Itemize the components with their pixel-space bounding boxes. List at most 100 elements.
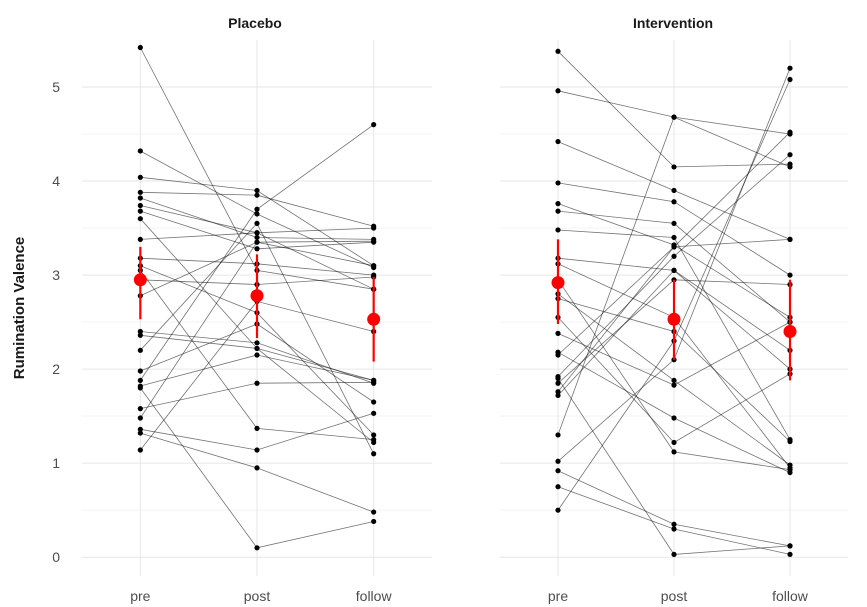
subject-point (254, 220, 260, 226)
subject-point (671, 382, 677, 388)
mean-point (133, 273, 147, 287)
subject-point (671, 244, 677, 250)
subject-point (787, 272, 793, 278)
subject-point (254, 230, 260, 236)
y-tick-label: 0 (52, 549, 60, 565)
subject-point (371, 509, 377, 515)
subject-point (555, 458, 561, 464)
subject-point (137, 189, 143, 195)
mean-point (551, 276, 565, 290)
subject-point (254, 192, 260, 198)
mean-point (367, 312, 381, 326)
subject-point (137, 406, 143, 412)
subject-point (671, 187, 677, 194)
subject-point (254, 187, 260, 194)
subject-point (371, 518, 377, 525)
subject-point (254, 234, 260, 241)
subject-point (371, 451, 377, 457)
y-tick-label: 2 (52, 361, 60, 377)
subject-point (254, 239, 260, 245)
subject-point (254, 425, 260, 431)
subject-point (254, 380, 260, 386)
subject-point (555, 468, 561, 474)
subject-point (671, 199, 677, 205)
panel-title-intervention: Intervention (633, 15, 713, 31)
mean-point (783, 325, 797, 339)
subject-point (371, 379, 377, 385)
subject-point (137, 447, 143, 453)
subject-point (254, 465, 260, 471)
subject-point (137, 385, 143, 391)
x-tick-label: follow (356, 588, 393, 604)
subject-point (787, 543, 793, 549)
subject-point (137, 347, 143, 353)
subject-point (137, 44, 143, 51)
mean-point (667, 312, 681, 326)
mean-point (250, 289, 264, 303)
subject-point (254, 352, 260, 358)
subject-point (254, 447, 260, 453)
y-tick-label: 4 (52, 173, 60, 189)
subject-point (671, 377, 677, 384)
panel-intervention: pre post follow (500, 40, 848, 604)
subject-point (787, 76, 793, 83)
subject-point (555, 180, 561, 186)
subject-point (787, 462, 793, 468)
subject-point (671, 415, 677, 421)
subject-point (555, 352, 561, 358)
subject-point (254, 246, 260, 252)
subject-point (787, 438, 793, 445)
subject-point (371, 225, 377, 231)
x-tick-label: pre (548, 588, 568, 604)
subject-point (254, 211, 260, 217)
subject-point (787, 65, 793, 71)
subject-point (137, 368, 143, 374)
subject-point (671, 114, 677, 120)
subject-point (254, 545, 260, 551)
subject-point (671, 449, 677, 455)
subject-point (787, 152, 793, 158)
subject-point (137, 332, 143, 338)
subject-point (137, 216, 143, 222)
subject-point (137, 174, 143, 180)
x-tick-label: post (661, 588, 688, 604)
subject-point (787, 467, 793, 473)
subject-point (671, 521, 677, 527)
subject-point (787, 164, 793, 170)
subject-point (137, 195, 143, 201)
y-tick-label: 5 (52, 79, 60, 95)
subject-point (254, 340, 260, 346)
subject-point (671, 220, 677, 226)
subject-point (137, 148, 143, 154)
x-tick-label: post (244, 588, 271, 604)
subject-point (137, 236, 143, 242)
subject-point (254, 206, 260, 212)
subject-point (671, 234, 677, 241)
plot-panels: 0 1 2 3 4 5 pre post follow pre post follow (52, 40, 848, 604)
subject-point (371, 122, 377, 128)
subject-point (671, 439, 677, 446)
subject-point (671, 551, 677, 557)
subject-point (787, 129, 793, 135)
y-axis-title: Rumination Valence (11, 237, 28, 380)
subject-point (555, 227, 561, 233)
y-tick-label: 3 (52, 267, 60, 283)
subject-point (371, 432, 377, 438)
subject-point (555, 507, 561, 513)
subject-point (555, 389, 561, 395)
subject-point (137, 377, 143, 384)
subject-point (555, 380, 561, 386)
subject-point (555, 392, 561, 399)
subject-point (555, 375, 561, 382)
subject-point (787, 551, 793, 557)
subject-point (555, 432, 561, 438)
panel-title-placebo: Placebo (228, 15, 282, 31)
subject-point (371, 399, 377, 405)
subject-point (671, 526, 677, 532)
subject-point (555, 330, 561, 336)
subject-point (671, 253, 677, 259)
subject-point (137, 328, 143, 335)
subject-point (555, 208, 561, 214)
subject-point (671, 267, 677, 273)
